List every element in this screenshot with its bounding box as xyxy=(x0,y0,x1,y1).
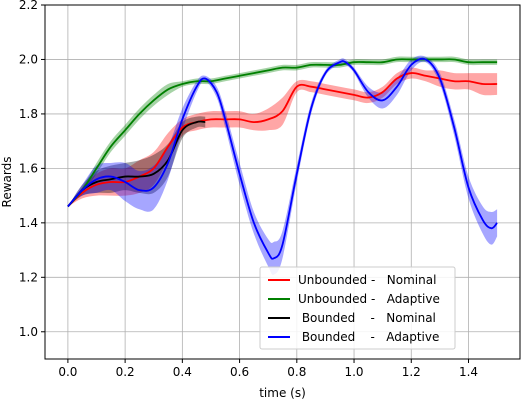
y-tick-label: 1.8 xyxy=(19,107,38,121)
y-axis-title: Rewards xyxy=(0,157,14,208)
y-tick-label: 1.6 xyxy=(19,161,38,175)
legend-box xyxy=(259,266,456,350)
x-tick-label: 0.6 xyxy=(230,365,249,379)
y-tick-label: 1.0 xyxy=(19,325,38,339)
y-tick-label: 2.0 xyxy=(19,52,38,66)
x-tick-label: 0.2 xyxy=(116,365,135,379)
plot-frame xyxy=(44,4,521,360)
y-axis-ticks: 1.0 1.2 1.4 1.6 1.8 2.0 2.2 xyxy=(19,0,45,339)
series-line-2 xyxy=(67,120,206,208)
x-tick-label: 0.8 xyxy=(287,365,306,379)
legend-label: Bounded - Nominal xyxy=(298,311,436,325)
x-tick-label: 0.0 xyxy=(58,365,77,379)
y-tick-label: 2.2 xyxy=(19,0,38,12)
y-tick-label: 1.2 xyxy=(19,270,38,284)
legend-label: Unbounded - Adaptive xyxy=(298,292,440,306)
x-tick-label: 1.0 xyxy=(344,365,363,379)
x-axis-title: time (s) xyxy=(259,386,306,400)
series-lines xyxy=(67,57,498,260)
y-tick-label: 1.4 xyxy=(19,216,38,230)
legend-label: Bounded - Adaptive xyxy=(298,330,439,344)
x-tick-label: 0.4 xyxy=(173,365,192,379)
x-tick-label: 1.2 xyxy=(402,365,421,379)
legend-label: Unbounded - Nominal xyxy=(298,273,436,287)
x-axis-ticks: 0.0 0.2 0.4 0.6 0.8 1.0 1.2 1.4 xyxy=(58,359,478,379)
series-line-3 xyxy=(67,57,498,260)
series-band-3 xyxy=(67,55,498,275)
x-tick-label: 1.4 xyxy=(459,365,478,379)
